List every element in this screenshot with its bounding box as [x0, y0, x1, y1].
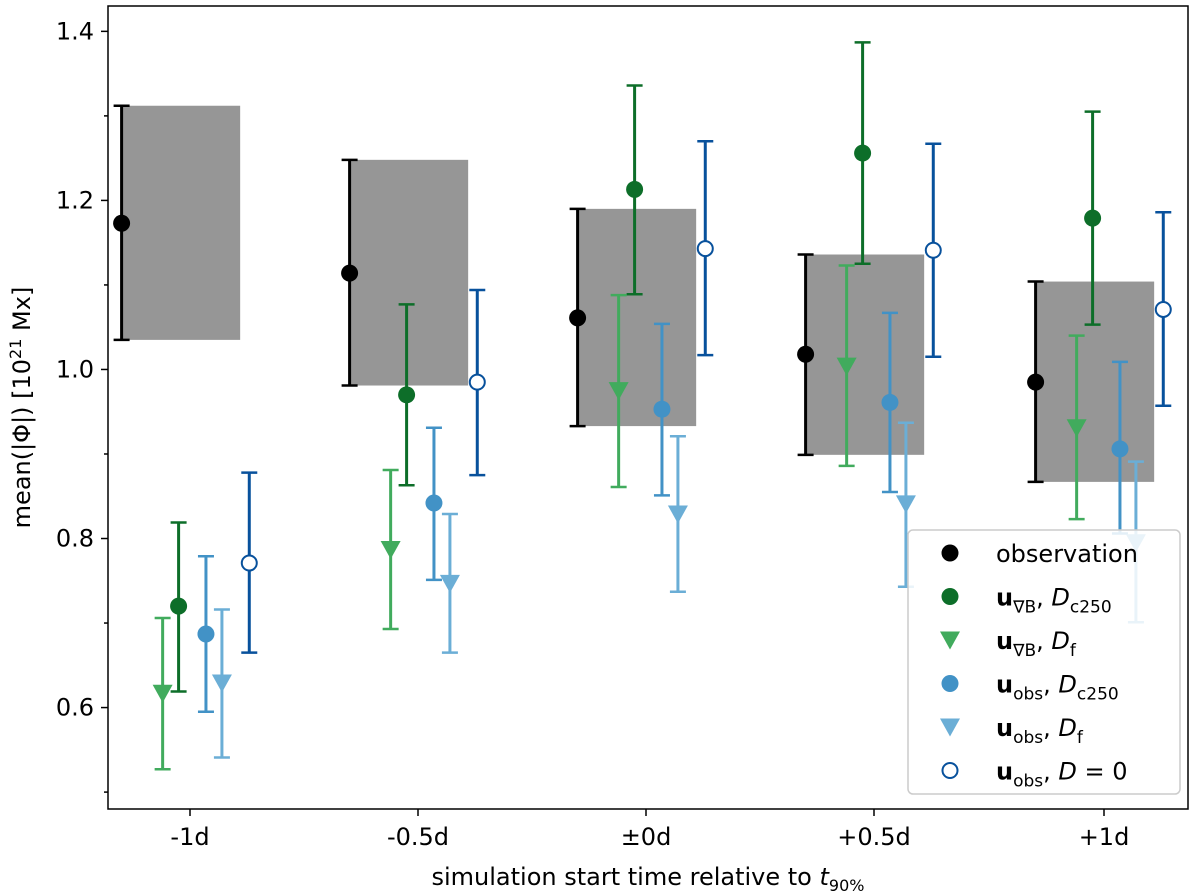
- plot-frame: [107, 5, 1189, 810]
- legend-vector-sub: ∇B: [1012, 598, 1036, 618]
- y-label-unit: Mx]: [8, 287, 36, 339]
- observation-bands: [121, 105, 1155, 482]
- y-axis-label: mean(|Φ|) [1021 Mx]: [6, 287, 36, 529]
- data-point: [653, 400, 671, 418]
- data-point: [1111, 440, 1129, 458]
- data-point: [152, 684, 173, 703]
- legend-vector: u: [996, 714, 1013, 742]
- observation-band: [121, 105, 241, 340]
- y-tick-label: 1.4: [56, 17, 94, 45]
- x-tick-label: +1d: [1079, 823, 1130, 851]
- legend-entry: u∇B, Dc250: [996, 584, 1112, 618]
- x-tick-label: -1d: [170, 823, 209, 851]
- legend-vector: u: [996, 758, 1013, 786]
- legend-entry: uobs, Df: [996, 714, 1084, 748]
- legend-sep: ,: [1043, 758, 1058, 786]
- legend-vector-sub: ∇B: [1012, 641, 1036, 661]
- legend-variable: D: [1058, 758, 1076, 786]
- legend-box: [907, 529, 1181, 795]
- y-tick-label: 1.2: [56, 186, 94, 214]
- x-label-subscript: 90%: [829, 876, 865, 894]
- y-tick-label: 0.6: [56, 694, 94, 722]
- legend-variable: D: [1058, 714, 1076, 742]
- legend-vector: u: [996, 627, 1013, 655]
- data-point: [797, 345, 815, 363]
- legend-marker: [940, 631, 960, 650]
- legend-vector: u: [996, 584, 1013, 612]
- data-point: [836, 357, 857, 376]
- legend-entry: uobs, D = 0: [996, 758, 1128, 792]
- y-tick-label: 0.8: [56, 525, 94, 553]
- y-label-exponent: 21: [6, 339, 25, 359]
- data-point: [170, 597, 188, 615]
- data-point: [240, 554, 258, 572]
- data-point: [1154, 300, 1172, 318]
- legend-sep: ,: [1043, 714, 1058, 742]
- legend-vector-sub: obs: [1013, 685, 1043, 705]
- legend-sep: ,: [1043, 671, 1058, 699]
- legend-marker: [941, 544, 959, 562]
- x-label-main: simulation start time relative to: [432, 863, 820, 891]
- data-point: [1084, 209, 1102, 227]
- x-axis-label: simulation start time relative to t90%: [432, 863, 865, 894]
- legend-variable-sub: c250: [1070, 598, 1112, 618]
- observation-band: [1035, 281, 1155, 482]
- observation-band: [349, 159, 469, 386]
- legend-marker: [941, 762, 959, 779]
- legend-variable-sub: c250: [1077, 685, 1119, 705]
- data-point: [924, 241, 942, 259]
- legend-variable: D: [1051, 627, 1069, 655]
- legend-marker: [941, 588, 959, 605]
- data-point: [854, 144, 872, 162]
- observation-band: [805, 254, 925, 455]
- data-point: [113, 214, 131, 232]
- data-point: [341, 264, 359, 282]
- data-point: [881, 393, 899, 411]
- data-point: [667, 505, 688, 524]
- legend-variable-sub: f: [1070, 641, 1077, 661]
- data-point: [439, 574, 460, 593]
- legend-entry: observation: [996, 540, 1138, 568]
- legend-vector: u: [996, 671, 1013, 699]
- x-axis-ticks: -1d -0.5d ±0d +0.5d +1d: [170, 809, 1129, 851]
- y-label-main: mean(|Φ|) [10: [8, 359, 36, 528]
- data-point: [468, 373, 486, 391]
- data-markers: [113, 144, 1172, 703]
- data-point: [1027, 373, 1045, 391]
- legend-variable: D: [1058, 671, 1076, 699]
- x-tick-label: +0.5d: [837, 823, 911, 851]
- data-point: [626, 180, 644, 198]
- legend-variable-sub: f: [1077, 728, 1084, 748]
- data-point: [608, 382, 629, 401]
- data-point: [1066, 419, 1087, 438]
- x-tick-label: ±0d: [621, 823, 672, 851]
- y-axis-ticks: 0.6 0.8 1.0 1.2 1.4: [56, 17, 108, 793]
- legend-suffix: = 0: [1077, 758, 1128, 786]
- data-point: [211, 674, 232, 693]
- legend-entry: uobs, Dc250: [996, 671, 1119, 705]
- data-point: [380, 541, 401, 560]
- observation-band: [577, 208, 697, 427]
- legend-marker: [941, 675, 959, 692]
- y-tick-label: 1.0: [56, 355, 94, 383]
- data-point: [398, 386, 416, 404]
- data-point: [425, 494, 443, 512]
- data-point: [197, 625, 215, 643]
- data-point: [569, 309, 587, 327]
- legend-vector-sub: obs: [1013, 728, 1043, 748]
- legend-sep: ,: [1036, 584, 1051, 612]
- legend-sep: ,: [1036, 627, 1051, 655]
- legend-marker: [940, 718, 960, 737]
- x-label-variable: t: [820, 863, 831, 891]
- legend-vector-sub: obs: [1013, 772, 1043, 792]
- x-tick-label: -0.5d: [387, 823, 449, 851]
- legend-entry: u∇B, Df: [996, 627, 1077, 661]
- data-point: [696, 240, 714, 258]
- data-point: [895, 495, 916, 514]
- legend-variable: D: [1051, 584, 1069, 612]
